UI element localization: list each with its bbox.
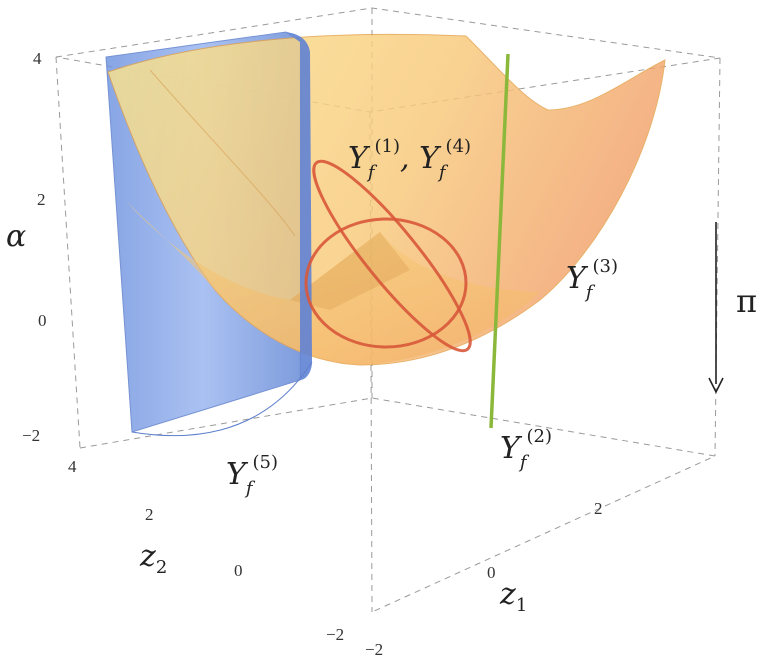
- label-y2: Yf(2): [500, 426, 552, 473]
- alpha-tick-2: 2: [37, 190, 46, 209]
- paraboloid-surface-y3: [107, 33, 666, 366]
- alpha-tick-neg2: −2: [22, 426, 40, 445]
- z1-axis: −2 0 2 z1: [365, 499, 603, 659]
- z1-tick-2: 2: [594, 499, 603, 518]
- z1-axis-label: z1: [499, 577, 527, 616]
- alpha-axis: 4 2 0 −2 α: [6, 49, 47, 445]
- svg-text:Yf(2): Yf(2): [500, 426, 552, 473]
- z2-tick-0: 0: [234, 561, 243, 580]
- z1-tick-neg2: −2: [365, 640, 383, 659]
- label-y3: Yf(3): [566, 256, 618, 303]
- z2-axis-label: z2: [139, 539, 167, 578]
- z2-tick-2: 2: [145, 505, 154, 524]
- projection-arrow: π: [708, 222, 757, 394]
- curves-y1-y4: [304, 159, 472, 353]
- alpha-tick-0: 0: [38, 311, 47, 330]
- pi-label: π: [736, 282, 757, 320]
- z2-tick-4: 4: [68, 457, 77, 476]
- label-y5: Yf(5): [226, 452, 278, 499]
- z1-tick-0: 0: [487, 563, 496, 582]
- svg-text:Yf(1), Yf(4): Yf(1), Yf(4): [348, 136, 471, 183]
- svg-text:Yf(3): Yf(3): [566, 256, 618, 303]
- svg-text:Yf(5): Yf(5): [226, 452, 278, 499]
- z2-tick-neg2: −2: [326, 625, 344, 644]
- alpha-axis-label: α: [6, 219, 26, 254]
- alpha-tick-4: 4: [33, 49, 42, 68]
- line-y2: [489, 53, 510, 429]
- z2-axis: 4 2 0 −2 z2: [68, 457, 344, 644]
- label-y1-y4: Yf(1), Yf(4): [348, 136, 471, 183]
